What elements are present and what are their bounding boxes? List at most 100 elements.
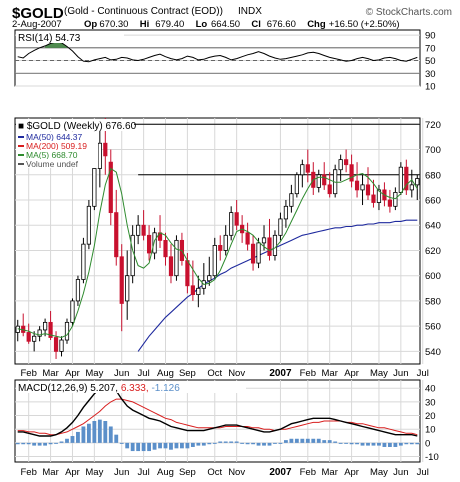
ma5-line	[17, 167, 418, 339]
rsi-legend: RSI(14) 54.73	[18, 33, 81, 44]
description: (Gold - Continuous Contract (EOD))	[64, 6, 223, 17]
y-tick-label: 580	[425, 296, 441, 307]
y-tick-label: 70	[425, 43, 436, 54]
x-tick-label: Aug	[157, 467, 174, 478]
macd-histogram-bar	[283, 440, 288, 443]
x-tick-label: Mar	[42, 467, 58, 478]
macd-histogram-bar	[344, 442, 349, 444]
macd-histogram-bar	[196, 442, 201, 446]
y-tick-label: 40	[425, 384, 436, 395]
macd-histogram-bar	[273, 442, 277, 444]
candle-body	[415, 178, 420, 186]
candle-body	[365, 184, 371, 196]
candle-body	[190, 285, 195, 296]
macd-histogram-bar	[218, 441, 223, 443]
quote-cl-label: Cl	[251, 19, 261, 30]
y-tick-label: 10	[425, 425, 436, 436]
candle-body	[212, 245, 217, 277]
y-tick-label: 700	[425, 145, 441, 156]
macd-histogram-bar	[190, 442, 195, 447]
x-tick-label: Mar	[42, 368, 58, 379]
candle-body	[207, 275, 212, 282]
macd-histogram-bar	[169, 442, 173, 450]
quote-date: 2-Aug-2007	[12, 19, 62, 30]
candle-body	[349, 164, 354, 182]
x-tick-label: Jun	[393, 368, 408, 379]
x-tick-label: May	[85, 467, 103, 478]
macd-histogram-bar	[338, 442, 343, 444]
legend-entry: Volume undef	[26, 159, 79, 169]
macd-histogram-bar	[125, 442, 130, 449]
y-tick-label: 560	[425, 322, 441, 333]
x-tick-label: Apr	[65, 368, 80, 379]
candle-body	[119, 256, 124, 304]
candle-body	[114, 212, 119, 258]
y-tick-label: 600	[425, 271, 441, 282]
x-tick-label: Sep	[179, 467, 196, 478]
macd-histogram-bar	[267, 442, 272, 446]
x-tick-label: Jun	[114, 467, 129, 478]
candle-body	[86, 205, 91, 245]
y-tick-label: 10	[425, 82, 436, 93]
macd-histogram-bar	[327, 440, 332, 443]
macd-histogram-bar	[305, 438, 310, 443]
macd-histogram-bar	[136, 442, 141, 452]
candle-body	[322, 174, 327, 186]
x-tick-label: May	[85, 368, 103, 379]
candle-body	[53, 337, 59, 352]
price-title: ■ $GOLD (Weekly) 676.60	[18, 121, 137, 132]
candle-body	[376, 189, 382, 203]
macd-histogram-bar	[185, 442, 190, 449]
macd-histogram-bar	[37, 442, 42, 446]
macd-histogram-bar	[97, 419, 102, 443]
legend-entry: MA(50) 644.37	[26, 132, 82, 142]
candle-body	[48, 321, 53, 338]
macd-histogram-bar	[294, 438, 299, 443]
candle-body	[141, 224, 146, 236]
macd-histogram-bar	[21, 442, 26, 445]
macd-histogram-bar	[65, 438, 69, 443]
candle-body	[136, 224, 141, 236]
candle-body	[152, 232, 157, 254]
rsi-line	[17, 41, 418, 63]
macd-histogram-bar	[141, 442, 146, 452]
candle-body	[261, 237, 267, 244]
candle-body	[404, 166, 409, 191]
macd-panel: -10 0 10 20 30 40 MACD(12,26,9) 5.207, 6.333, …	[14, 379, 439, 478]
macd-histogram-bar	[349, 442, 354, 445]
x-tick-label: Apr	[344, 467, 359, 478]
candle-body	[267, 237, 272, 256]
macd-line	[17, 383, 418, 437]
macd-legend-bg	[16, 381, 246, 393]
candle-body	[92, 168, 97, 207]
x-tick-label: Feb	[300, 467, 316, 478]
rsi-legend-bg	[16, 31, 124, 43]
candle-body	[327, 184, 332, 195]
quote-chg-value: +16.50 (+2.50%)	[329, 19, 400, 30]
x-tick-label: Oct	[207, 368, 222, 379]
candle-body	[338, 159, 343, 171]
candle-body	[196, 287, 201, 296]
candle-body	[250, 243, 256, 264]
candle-body	[125, 275, 130, 302]
legend-entry: MA(200) 509.19	[26, 141, 87, 151]
candle-body	[278, 218, 283, 236]
x-tick-label: May	[370, 467, 388, 478]
candle-body	[272, 234, 278, 256]
macd-histogram-bar	[180, 442, 184, 449]
candle-body	[70, 300, 75, 323]
x-tick-label: Aug	[157, 368, 174, 379]
macd-histogram-bar	[415, 442, 420, 445]
y-tick-label: 720	[425, 120, 441, 131]
candle-body	[371, 194, 376, 203]
candle-body	[305, 164, 310, 173]
macd-histogram-bar	[119, 442, 124, 444]
legend-bg	[16, 132, 98, 141]
macd-histogram-bar	[360, 442, 365, 446]
y-tick-label: 50	[425, 56, 436, 67]
macd-histogram-bar	[86, 423, 91, 443]
candle-body	[289, 193, 294, 207]
macd-histogram-bar	[223, 441, 228, 443]
x-tick-label: Sep	[179, 368, 196, 379]
candle-body	[97, 142, 102, 169]
